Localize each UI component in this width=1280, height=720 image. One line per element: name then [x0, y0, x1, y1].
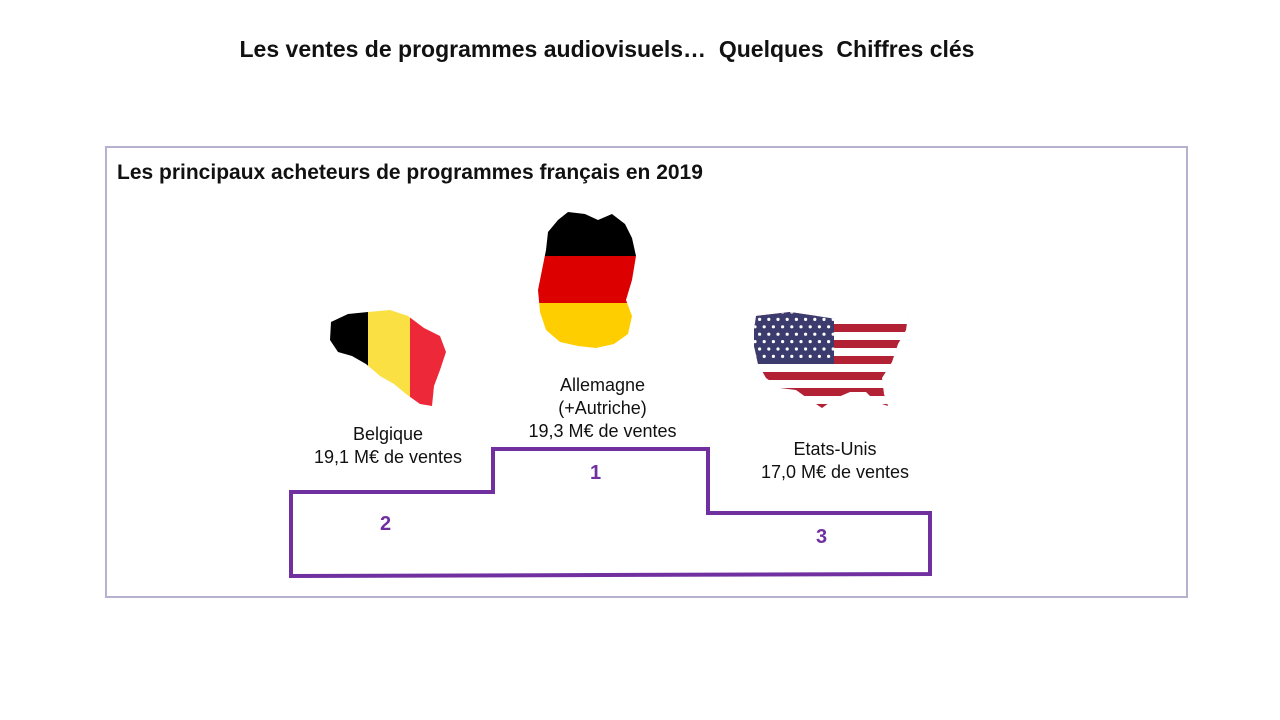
- buyer-sales: 19,3 M€ de ventes: [528, 421, 677, 441]
- rank-3: 3: [816, 526, 828, 548]
- belgium-map-flag-icon: [330, 310, 446, 406]
- label-belgium: Belgique 19,1 M€ de ventes: [288, 423, 488, 469]
- podium-outline: [289, 447, 932, 579]
- usa-map-flag-icon: [754, 312, 908, 408]
- buyer-sales: 19,1 M€ de ventes: [313, 447, 463, 467]
- buyer-sales: 17,0 M€ de ventes: [760, 462, 910, 482]
- panel-title: Les principaux acheteurs de programmes f…: [117, 161, 703, 184]
- germany-map-flag-icon: [538, 212, 636, 348]
- buyer-name: Allemagne: [559, 375, 646, 395]
- buyer-name: Belgique: [352, 424, 424, 444]
- slide-title: Les ventes de programmes audiovisuels… Q…: [239, 36, 975, 62]
- label-germany: Allemagne (+Autriche) 19,3 M€ de ventes: [500, 374, 705, 443]
- chart-panel: [105, 146, 1188, 598]
- buyer-name-extra: (+Autriche): [558, 398, 647, 418]
- rank-1: 1: [590, 462, 602, 484]
- label-usa: Etats-Unis 17,0 M€ de ventes: [735, 438, 935, 484]
- rank-2: 2: [380, 513, 392, 535]
- buyer-name: Etats-Unis: [793, 439, 877, 459]
